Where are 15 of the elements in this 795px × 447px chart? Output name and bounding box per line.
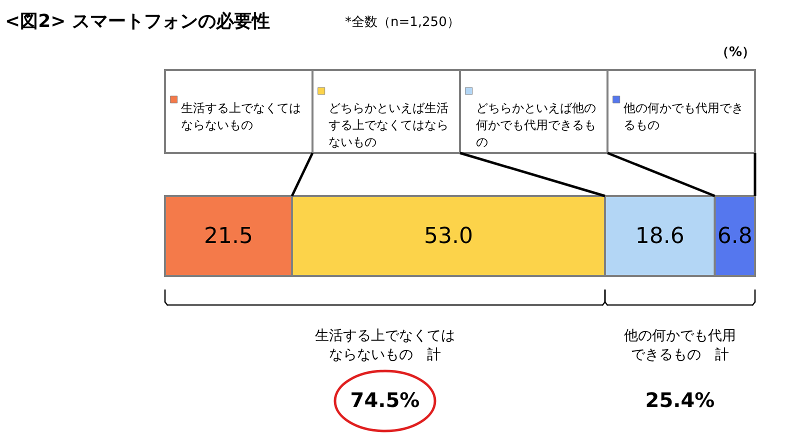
data-label: 21.5 (204, 224, 253, 249)
chart-title: <図2> スマートフォンの必要性 (5, 11, 270, 32)
legend-label: どちらかといえば他の何かでも代用できるもの (476, 101, 596, 149)
data-label: 18.6 (635, 224, 684, 249)
legend-label: 他の何かでも代用できるもの (623, 101, 744, 132)
text: 生活する上でなくてはならないもの 計 (314, 328, 455, 363)
text: 25.4% (645, 388, 715, 412)
text: 他の何かでも代用できるもの 計 (624, 328, 736, 363)
text: 74.5% (350, 388, 420, 412)
text: （%） (716, 45, 755, 60)
chart-subtitle: *全数（n=1,250） (345, 15, 460, 30)
data-label: 53.0 (424, 224, 473, 249)
legend-label: 生活する上でなくてはならないもの (180, 101, 301, 132)
legend-label: どちらかといえば生活する上でなくてはならないもの (328, 101, 448, 149)
data-label: 6.8 (717, 224, 752, 249)
